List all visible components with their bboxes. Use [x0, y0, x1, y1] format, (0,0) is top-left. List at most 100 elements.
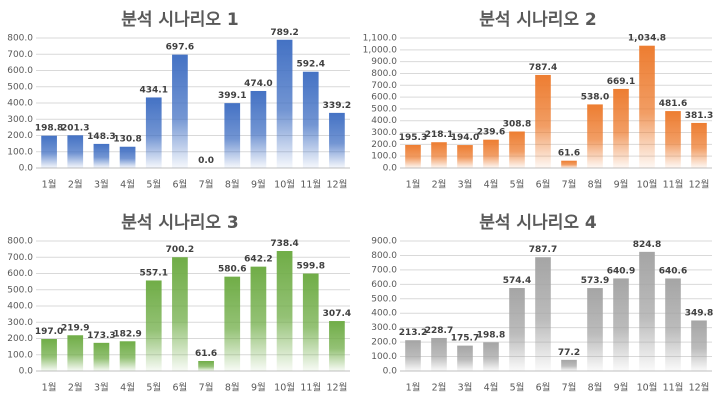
x-tick-label: 2월	[68, 179, 83, 191]
data-label: 239.6	[477, 128, 505, 138]
bar	[145, 97, 162, 168]
x-tick-label: 12월	[326, 382, 347, 394]
bar	[302, 71, 319, 168]
y-tick-label: 0.0	[19, 164, 34, 174]
bar	[329, 321, 345, 371]
bar	[172, 257, 188, 371]
y-tick-label: 100.0	[7, 350, 33, 360]
bar	[691, 122, 707, 168]
chart-title: 분석 시나리오 1	[121, 10, 239, 30]
x-tick-label: 11월	[663, 179, 684, 191]
data-label: 198.8	[477, 330, 505, 340]
data-label: 61.6	[558, 149, 580, 159]
x-tick-label: 5월	[510, 382, 525, 394]
data-label: 195.3	[399, 133, 427, 143]
bar	[431, 142, 447, 168]
x-tick-label: 8월	[225, 382, 240, 394]
y-tick-label: 400.0	[7, 99, 33, 109]
data-label: 700.2	[166, 245, 194, 255]
bar	[93, 342, 110, 371]
y-tick-label: 100.0	[7, 147, 33, 157]
data-label: 130.8	[113, 135, 141, 145]
x-tick-label: 10월	[274, 179, 295, 191]
data-label: 787.7	[529, 245, 557, 255]
chart-panel-3: 분석 시나리오 3 0.0 100.0 200.0 300.0 400.0 500.0 600…	[7, 213, 351, 394]
x-tick-label: 6월	[536, 179, 551, 191]
chart-panel-4: 분석 시나리오 4 0.0 100.0 200.0 300.0 400.0 500.0 600…	[371, 213, 713, 394]
y-tick-label: 400.0	[371, 309, 397, 319]
bar	[41, 135, 57, 168]
bar	[329, 112, 345, 168]
y-tick-label: 200.0	[7, 334, 33, 344]
y-tick-label: 900.0	[371, 237, 397, 247]
y-tick-label: 500.0	[7, 285, 33, 295]
data-label: 599.8	[297, 262, 325, 272]
x-tick-label: 5월	[146, 179, 161, 191]
x-tick-label: 1월	[406, 179, 421, 191]
bar	[691, 320, 707, 371]
bar	[41, 338, 57, 371]
x-tick-label: 1월	[42, 382, 57, 394]
x-tick-label: 12월	[326, 179, 347, 191]
bar	[535, 257, 551, 371]
y-tick-label: 700.0	[371, 81, 397, 91]
data-label: 201.3	[61, 123, 89, 133]
x-tick-label: 8월	[588, 382, 603, 394]
y-tick-label: 200.0	[371, 338, 397, 348]
x-tick-label: 10월	[637, 382, 658, 394]
x-tick-label: 3월	[458, 179, 473, 191]
data-label: 538.0	[581, 92, 609, 102]
y-tick-label: 800.0	[7, 34, 33, 44]
x-tick-label: 4월	[120, 382, 135, 394]
data-label: 399.1	[218, 91, 246, 101]
bar	[198, 360, 214, 371]
x-tick-label: 11월	[300, 179, 321, 191]
x-tick-label: 9월	[614, 382, 629, 394]
x-tick-label: 6월	[536, 382, 551, 394]
x-tick-label: 12월	[689, 382, 710, 394]
data-label: 197.0	[35, 327, 63, 337]
x-tick-label: 9월	[251, 179, 266, 191]
x-tick-label: 10월	[274, 382, 295, 394]
y-tick-label: 500.0	[371, 104, 397, 114]
bar	[457, 145, 473, 168]
bar	[276, 39, 293, 168]
bar	[276, 251, 293, 371]
x-tick-label: 5월	[510, 179, 525, 191]
data-label: 574.4	[503, 276, 531, 286]
data-label: 219.9	[61, 323, 89, 333]
bar	[302, 273, 319, 371]
chart-title: 분석 시나리오 3	[121, 213, 239, 233]
bar	[561, 160, 577, 168]
data-label: 824.8	[633, 240, 661, 250]
y-tick-label: 300.0	[371, 128, 397, 138]
y-tick-label: 200.0	[7, 131, 33, 141]
bar	[665, 278, 681, 371]
chart-title: 분석 시나리오 2	[479, 10, 597, 30]
bar	[457, 345, 473, 371]
data-label: 175.7	[451, 334, 479, 344]
x-tick-label: 7월	[199, 382, 214, 394]
y-tick-label: 600.0	[7, 269, 33, 279]
data-label: 61.6	[195, 349, 217, 359]
data-label: 573.9	[581, 276, 609, 286]
y-tick-label: 0.0	[383, 367, 398, 377]
bar	[431, 337, 447, 371]
bar	[405, 144, 421, 168]
data-label: 308.8	[503, 120, 531, 130]
data-label: 642.2	[244, 255, 272, 265]
bar	[639, 251, 655, 371]
bar	[483, 139, 499, 168]
data-label: 307.4	[323, 309, 351, 319]
data-label: 349.8	[685, 308, 713, 318]
y-tick-label: 100.0	[371, 352, 397, 362]
data-label: 148.3	[87, 132, 115, 142]
bar	[509, 131, 525, 168]
bar	[93, 143, 110, 168]
bar	[613, 88, 629, 168]
x-tick-label: 12월	[689, 179, 710, 191]
x-tick-label: 1월	[406, 382, 421, 394]
bar	[613, 278, 629, 371]
x-tick-label: 4월	[120, 179, 135, 191]
